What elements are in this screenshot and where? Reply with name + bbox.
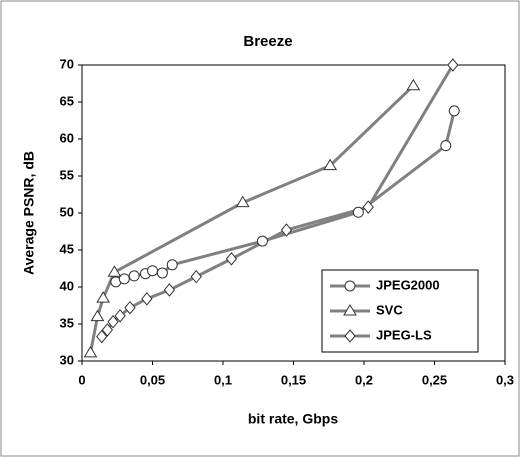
legend-label: SVC	[376, 302, 403, 317]
marker	[344, 280, 356, 292]
marker	[90, 309, 105, 322]
x-tick-label: 0,15	[281, 372, 306, 387]
y-tick-label: 45	[60, 241, 74, 256]
y-tick-label: 65	[60, 93, 74, 108]
marker	[101, 323, 114, 337]
x-tick-label: 0	[78, 372, 85, 387]
marker	[448, 105, 460, 117]
marker	[83, 345, 98, 358]
marker	[280, 223, 293, 237]
marker	[147, 265, 158, 277]
y-axis-label: Average PSNR, dB	[21, 151, 37, 275]
marker	[128, 270, 140, 282]
y-tick-label: 55	[60, 167, 74, 182]
legend-label: JPEG2000	[376, 277, 440, 292]
y-tick-label: 50	[60, 204, 74, 219]
marker	[190, 269, 202, 284]
x-tick-label: 0,2	[355, 372, 373, 387]
marker	[440, 140, 452, 152]
y-tick-label: 70	[60, 56, 74, 71]
marker	[323, 158, 338, 171]
marker	[107, 314, 119, 329]
x-tick-label: 0,05	[140, 372, 165, 387]
x-tick-label: 0,1	[214, 372, 232, 387]
marker	[344, 329, 356, 343]
y-tick-label: 40	[60, 278, 74, 293]
marker	[163, 283, 176, 297]
marker	[156, 267, 168, 279]
marker	[362, 200, 374, 214]
marker	[235, 195, 250, 208]
marker	[96, 291, 111, 303]
y-tick-label: 60	[60, 130, 74, 145]
marker	[141, 292, 153, 306]
marker	[124, 300, 136, 315]
marker	[256, 235, 268, 247]
marker	[225, 252, 238, 266]
marker	[406, 78, 421, 91]
marker	[96, 329, 108, 344]
legend-label: JPEG-LS	[376, 327, 432, 342]
y-tick-label: 35	[60, 315, 74, 330]
marker	[107, 265, 122, 277]
chart-title: Breeze	[243, 33, 292, 50]
marker	[447, 58, 459, 72]
x-tick-label: 0,3	[496, 372, 514, 387]
x-axis-label: bit rate, Gbps	[248, 411, 338, 427]
marker	[352, 206, 364, 218]
marker	[118, 273, 130, 285]
x-tick-label: 0,25	[422, 372, 447, 387]
marker	[166, 259, 178, 271]
marker	[343, 304, 357, 316]
marker	[114, 309, 126, 323]
legend: JPEG2000 SVC JPEG-LS	[321, 269, 479, 353]
y-tick-label: 30	[60, 352, 74, 367]
